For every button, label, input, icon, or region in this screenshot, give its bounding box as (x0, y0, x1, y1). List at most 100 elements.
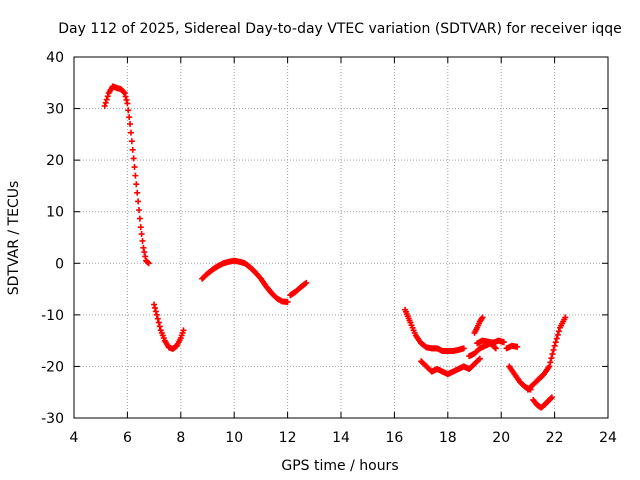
data-point (138, 231, 145, 238)
data-point (139, 237, 146, 244)
y-tick-label: 10 (46, 205, 64, 221)
data-point (126, 114, 133, 121)
data-point (125, 107, 132, 114)
data-point (145, 260, 152, 267)
data-point (135, 198, 142, 205)
data-point (136, 215, 143, 222)
data-point (552, 339, 559, 346)
y-tick-label: 0 (55, 256, 64, 272)
data-point (476, 355, 483, 362)
series-arc-2 (151, 301, 187, 352)
data-point (555, 328, 562, 335)
y-tick-label: -30 (41, 411, 64, 427)
x-tick-label: 14 (332, 430, 350, 446)
data-point (284, 298, 291, 305)
data-point (151, 301, 158, 308)
data-point (133, 181, 140, 188)
series-arc-9 (466, 340, 499, 360)
y-tick-label: -20 (41, 359, 64, 375)
data-point (101, 102, 108, 109)
data-point (548, 355, 555, 362)
x-tick-label: 10 (225, 430, 243, 446)
chart-title: Day 112 of 2025, Sidereal Day-to-day VTE… (58, 21, 622, 37)
data-point (154, 315, 161, 322)
y-axis-label: SDTVAR / TECUs (6, 181, 22, 296)
data-point (500, 339, 507, 346)
data-point (303, 279, 310, 286)
series-arc-3 (199, 257, 291, 305)
series-arc-13 (530, 394, 555, 411)
data-point (551, 342, 558, 349)
series-arc-1 (101, 83, 152, 267)
data-point (129, 146, 136, 153)
data-point (123, 96, 130, 103)
data-point (103, 96, 110, 103)
data-point (121, 90, 128, 97)
data-point (554, 331, 561, 338)
x-tick-label: 6 (123, 430, 132, 446)
x-tick-label: 16 (385, 430, 403, 446)
data-point (549, 351, 556, 358)
axis-ticks: 4 6 8 10 12 14 16 18 20 22 24 -30 -20 -10 0 10 20 30 40 (41, 50, 617, 446)
grid-lines (74, 57, 608, 418)
y-tick-label: 40 (46, 50, 64, 66)
data-point (546, 363, 553, 370)
data-point (104, 93, 111, 100)
data-point (302, 280, 309, 287)
data-point (475, 356, 482, 363)
data-point (479, 314, 486, 321)
data-point (124, 100, 131, 107)
data-point (492, 345, 499, 352)
data-point (514, 343, 521, 350)
data-point (144, 259, 151, 266)
data-point (134, 189, 141, 196)
data-point (127, 121, 134, 128)
data-point (127, 129, 134, 136)
data-point (135, 206, 142, 213)
data-point (132, 172, 139, 179)
data-point (180, 327, 187, 334)
data-point (547, 359, 554, 366)
data-point (550, 346, 557, 353)
data-point (548, 394, 555, 401)
x-tick-label: 8 (176, 430, 185, 446)
series-arc-6 (418, 355, 483, 378)
data-point (553, 335, 560, 342)
data-point (130, 155, 137, 162)
x-tick-label: 4 (70, 430, 79, 446)
data-point (137, 224, 144, 231)
data-point (142, 253, 149, 260)
data-point (102, 99, 109, 106)
x-tick-label: 20 (492, 430, 510, 446)
data-point (120, 89, 127, 96)
y-tick-label: 20 (46, 153, 64, 169)
x-tick-label: 22 (546, 430, 564, 446)
data-point (140, 244, 147, 251)
data-point (151, 304, 158, 311)
x-axis-label: GPS time / hours (281, 458, 398, 474)
series-arc-7 (471, 314, 486, 336)
x-tick-label: 18 (439, 430, 457, 446)
series-arc-10 (503, 342, 521, 352)
data-point (155, 319, 162, 326)
data-point (131, 164, 138, 171)
y-tick-label: -10 (41, 308, 64, 324)
series-arc-4 (287, 279, 310, 299)
data-point (153, 311, 160, 318)
data-points (101, 83, 569, 411)
data-point (491, 344, 498, 351)
data-point (460, 345, 467, 352)
series-arc-12 (524, 314, 569, 393)
data-point (128, 138, 135, 145)
y-tick-label: 30 (46, 102, 64, 118)
data-point (562, 314, 569, 321)
series-arc-5 (402, 306, 467, 354)
data-point (152, 308, 159, 315)
data-point (122, 93, 129, 100)
data-point (156, 323, 163, 330)
x-tick-label: 24 (599, 430, 617, 446)
x-tick-label: 12 (279, 430, 297, 446)
data-point (141, 249, 148, 256)
data-point (548, 395, 555, 402)
